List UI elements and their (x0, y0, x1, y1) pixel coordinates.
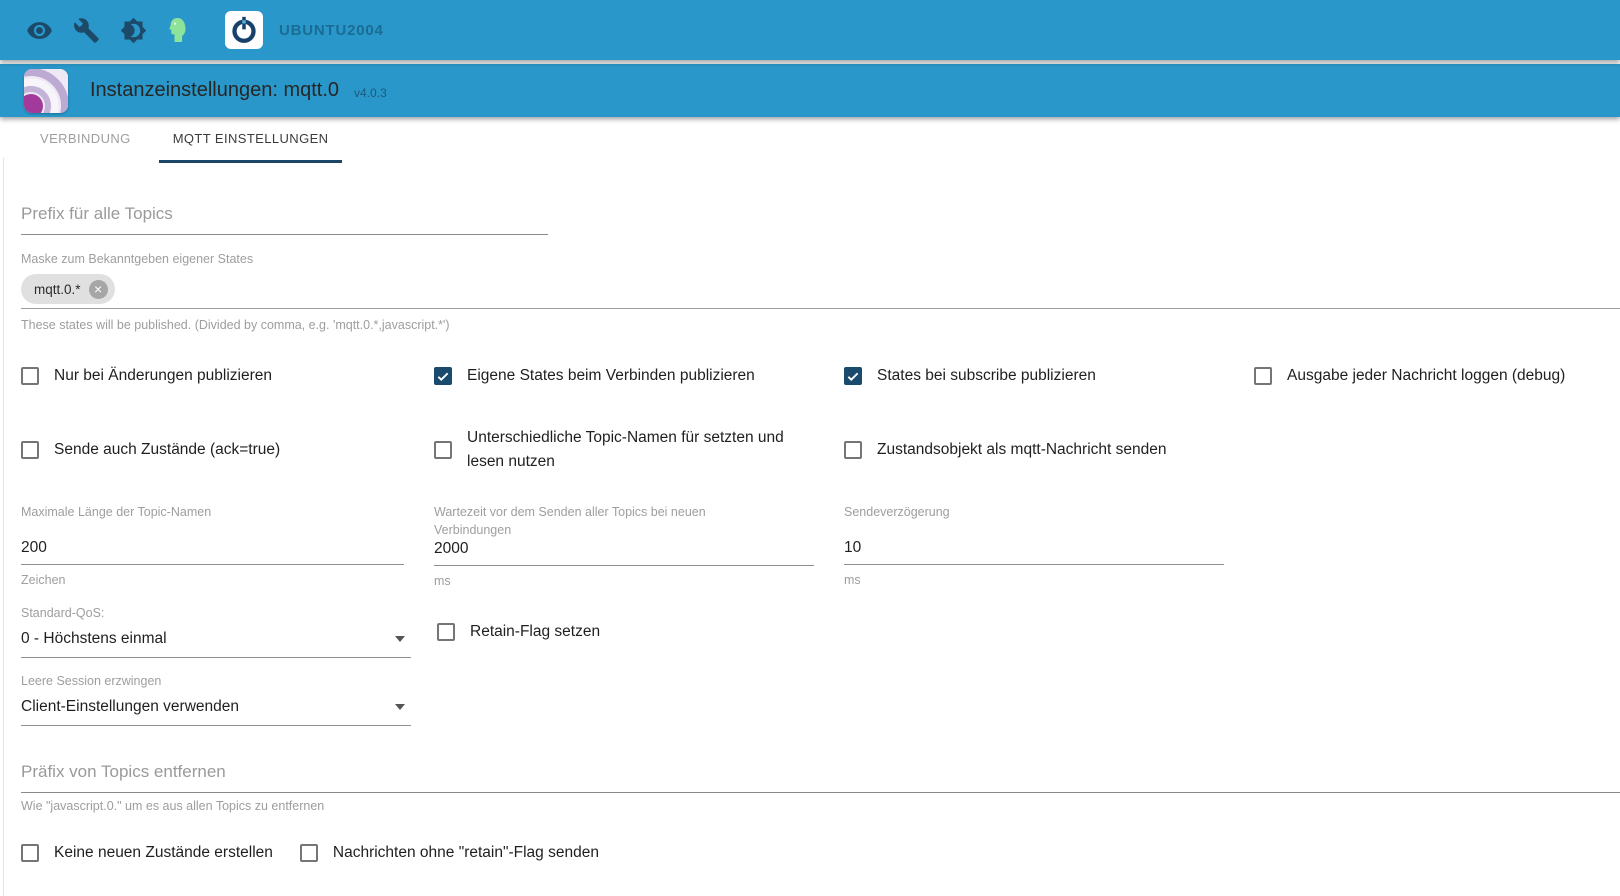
clean-session-select[interactable]: Leere Session erzwingen Client-Einstellu… (21, 674, 411, 727)
checkbox-icon (21, 844, 39, 863)
select-value: 0 - Höchstens einmal (21, 630, 167, 648)
tab-verbindung[interactable]: VERBINDUNG (40, 131, 131, 146)
visibility-icon[interactable] (26, 17, 53, 44)
checkbox-label: Ausgabe jeder Nachricht loggen (debug) (1287, 367, 1566, 384)
checkbox-label: Sende auch Zustände (ack=true) (54, 441, 281, 459)
checkbox-send-ack[interactable]: Sende auch Zustände (ack=true) (21, 438, 434, 462)
checkbox-label: Keine neuen Zustände erstellen (54, 844, 273, 862)
field-label: Maximale Länge der Topic-Namen (21, 505, 212, 520)
checkbox-icon (1254, 367, 1272, 385)
tab-mqtt-einstellungen[interactable]: MQTT EINSTELLUNGEN (158, 117, 343, 163)
iobroker-logo[interactable] (225, 11, 263, 49)
checkbox-label: Eigene States beim Verbinden publizieren (467, 367, 755, 384)
checkbox-publish-on-connect[interactable]: Eigene States beim Verbinden publizieren (434, 364, 844, 388)
wrench-icon[interactable] (73, 17, 100, 44)
panel-edge-line (3, 158, 4, 896)
dropdown-arrow-icon (395, 636, 405, 643)
chip-text: mqtt.0.* (34, 281, 81, 297)
qos-select[interactable]: Standard-QoS: 0 - Höchstens einmal (21, 606, 411, 659)
checkbox-icon (21, 441, 39, 460)
field-value[interactable]: 200 (21, 538, 404, 566)
send-delay-field[interactable]: Sendeverzögerung 10 ms (844, 504, 1254, 587)
checkbox-retain-flag[interactable]: Retain-Flag setzen (437, 620, 600, 644)
mask-underline (21, 308, 1620, 309)
select-value: Client-Einstellungen verwenden (21, 698, 239, 716)
host-name-label: UBUNTU2004 (279, 21, 384, 39)
bottom-checkbox-row: Keine neuen Zustände erstellen Nachricht… (21, 841, 1620, 865)
checkbox-icon (844, 367, 862, 385)
checkbox-label: Retain-Flag setzen (470, 623, 601, 641)
checkbox-row-2: Sende auch Zustände (ack=true) Unterschi… (21, 426, 1620, 474)
checkbox-different-topics[interactable]: Unterschiedliche Topic-Namen für setzten… (434, 426, 844, 474)
number-fields-row: Maximale Länge der Topic-Namen 200 Zeich… (21, 504, 1620, 588)
checkbox-row-1: Nur bei Änderungen publizieren Eigene St… (21, 364, 1620, 388)
checkbox-label: Nur bei Änderungen publizieren (54, 367, 273, 384)
field-label: Sendeverzögerung (844, 505, 950, 520)
checkbox-icon (434, 441, 452, 460)
settings-form: Maske zum Bekanntgeben eigener States mq… (0, 158, 1620, 896)
remove-prefix-input[interactable] (21, 762, 1620, 794)
tab-bar: VERBINDUNG MQTT EINSTELLUNGEN (0, 117, 1620, 163)
app-top-bar: UBUNTU2004 (0, 0, 1620, 60)
field-helper: ms (844, 573, 861, 588)
field-value[interactable]: 10 (844, 538, 1224, 566)
select-label: Standard-QoS: (21, 606, 105, 621)
checkbox-label: States bei subscribe publizieren (877, 367, 1096, 384)
checkbox-icon (434, 367, 452, 385)
mask-chip[interactable]: mqtt.0.* × (21, 274, 115, 304)
qos-row: Standard-QoS: 0 - Höchstens einmal Retai… (21, 606, 1620, 659)
session-row: Leere Session erzwingen Client-Einstellu… (21, 674, 1620, 727)
checkbox-icon (21, 367, 39, 385)
chip-remove-icon[interactable]: × (88, 279, 108, 299)
remove-prefix-helper: Wie "javascript.0." um es aus allen Topi… (21, 799, 325, 814)
prefix-input[interactable] (21, 204, 548, 235)
checkbox-label: Zustandsobjekt als mqtt-Nachricht senden (877, 441, 1167, 459)
page-title: Instanzeinstellungen: mqtt.0 (90, 79, 340, 101)
checkbox-no-retain[interactable]: Nachrichten ohne "retain"-Flag senden (299, 841, 599, 865)
select-label: Leere Session erzwingen (21, 674, 162, 689)
checkbox-publish-on-subscribe[interactable]: States bei subscribe publizieren (844, 364, 1254, 388)
checkbox-label: Unterschiedliche Topic-Namen für setzten… (467, 429, 784, 471)
checkbox-icon (299, 844, 318, 863)
checkbox-send-state-object[interactable]: Zustandsobjekt als mqtt-Nachricht senden (844, 438, 1254, 462)
field-value[interactable]: 2000 (434, 539, 814, 567)
adapter-version: v4.0.3 (354, 86, 387, 100)
checkbox-label: Nachrichten ohne "retain"-Flag senden (332, 844, 599, 862)
field-helper: ms (434, 574, 451, 589)
mask-label: Maske zum Bekanntgeben eigener States (21, 252, 254, 266)
checkbox-only-changes[interactable]: Nur bei Änderungen publizieren (21, 364, 434, 388)
mask-helper: These states will be published. (Divided… (21, 318, 450, 332)
host-face-icon[interactable] (167, 16, 191, 44)
mqtt-adapter-icon (24, 68, 68, 113)
checkbox-icon (844, 441, 862, 460)
checkbox-debug-log[interactable]: Ausgabe jeder Nachricht loggen (debug) (1254, 364, 1620, 388)
field-label: Wartezeit vor dem Senden aller Topics be… (434, 505, 706, 537)
checkbox-icon (437, 623, 455, 642)
checkbox-no-new-states[interactable]: Keine neuen Zustände erstellen (21, 841, 273, 865)
brightness-icon[interactable] (120, 17, 147, 44)
send-interval-field[interactable]: Wartezeit vor dem Senden aller Topics be… (434, 504, 844, 588)
instance-title-bar: Instanzeinstellungen: mqtt.0 v4.0.3 (0, 64, 1620, 117)
field-helper: Zeichen (21, 573, 66, 588)
dropdown-arrow-icon (395, 704, 405, 711)
max-topic-length-field[interactable]: Maximale Länge der Topic-Namen 200 Zeich… (21, 504, 434, 587)
